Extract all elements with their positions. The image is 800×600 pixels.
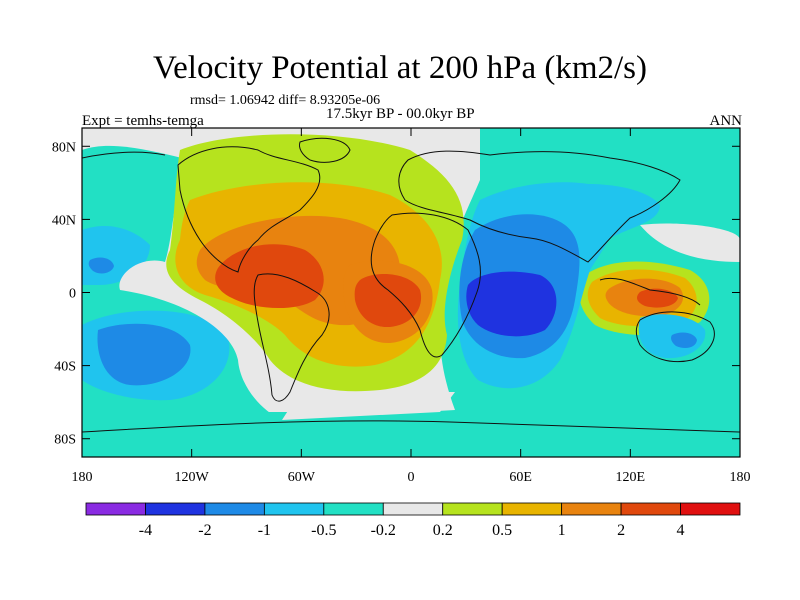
x-tick-label: 0 — [408, 470, 415, 485]
x-tick-label: 60W — [288, 470, 316, 485]
x-tick-label: 180 — [72, 470, 93, 485]
south-atlantic-neutral — [282, 392, 455, 420]
colorbar-box — [501, 502, 563, 516]
north-pacific-neutral — [640, 223, 740, 262]
maritime-positive-2 — [637, 288, 678, 308]
y-tick-label: 40S — [54, 360, 76, 375]
rmsd-diff-text: rmsd= 1.06942 diff= 8.93205e-06 — [190, 93, 381, 108]
x-tick-label: 120W — [175, 470, 210, 485]
australia-negative-1 — [671, 332, 697, 348]
chart-title: Velocity Potential at 200 hPa (km2/s) — [152, 50, 648, 86]
africa-positive-2 — [354, 274, 422, 328]
colorbar-label: 2 — [617, 522, 625, 539]
coastlines — [82, 137, 740, 433]
colorbar-box — [561, 502, 622, 516]
colorbar-label: 4 — [677, 522, 685, 539]
greenland-outline — [299, 137, 351, 163]
colorbar-box — [145, 502, 206, 516]
colorbar-box — [620, 502, 681, 516]
colorbar-label: -0.5 — [311, 522, 336, 539]
indian-negative-2 — [466, 271, 557, 337]
colorbar-box — [204, 502, 265, 516]
season-label: ANN — [709, 113, 743, 129]
africa-outline — [370, 212, 481, 358]
colorbar-box — [85, 502, 146, 516]
y-tick-label: 40N — [52, 213, 76, 228]
colorbar-box — [680, 502, 741, 516]
y-tick-label: 80S — [54, 433, 76, 448]
colorbar-label: 0.2 — [433, 522, 453, 539]
colorbar-box — [442, 502, 503, 516]
y-axis: 80N 40N 0 40S 80S — [52, 140, 740, 448]
contour-fill-layer — [82, 128, 740, 457]
colorbar-label: -4 — [139, 522, 152, 539]
colorbar-box — [263, 502, 325, 516]
colorbar-label: 0.5 — [492, 522, 512, 539]
experiment-label: Expt = temhs-temga — [82, 113, 204, 129]
x-axis: 180 120W 60W 0 60E 120E 180 — [72, 128, 751, 485]
colorbar: -4 -2 -1 -0.5 -0.2 0.2 0.5 1 2 4 — [85, 502, 741, 539]
central-pacific-negative-1 — [88, 257, 114, 274]
period-text: 17.5kyr BP - 00.0kyr BP — [326, 106, 475, 122]
colorbar-label: -1 — [258, 522, 271, 539]
antarctica-outline — [82, 420, 740, 433]
colorbar-label: 1 — [558, 522, 566, 539]
x-tick-label: 60E — [509, 470, 532, 485]
australia-outline — [635, 311, 715, 363]
x-tick-label: 120E — [616, 470, 646, 485]
south-pacific-core — [97, 323, 191, 386]
eurasia-outline — [398, 150, 681, 263]
maritime-continent-outline — [599, 277, 701, 306]
arctic-coast-outline — [82, 151, 166, 159]
y-tick-label: 0 — [69, 287, 76, 302]
southern-ocean-band — [82, 412, 740, 438]
south-america-outline — [253, 273, 330, 402]
x-tick-label: 180 — [730, 470, 751, 485]
north-america-outline — [177, 146, 321, 273]
y-tick-label: 80N — [52, 140, 76, 155]
colorbar-label: -2 — [198, 522, 211, 539]
colorbar-box — [382, 502, 444, 516]
colorbar-box — [323, 502, 384, 516]
colorbar-label: -0.2 — [371, 522, 396, 539]
